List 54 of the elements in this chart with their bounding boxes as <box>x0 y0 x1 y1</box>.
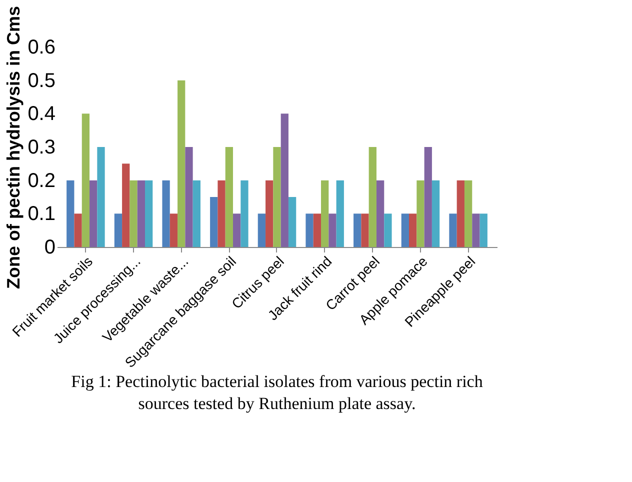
bar <box>114 214 122 247</box>
text: Fig 1: Pectinolytic bacterial isolates from various pectin rich sources tested by Ruthenium plate assay. <box>71 372 484 414</box>
bar <box>432 180 440 247</box>
bar <box>409 214 417 247</box>
bar <box>185 147 193 247</box>
bar <box>266 180 274 247</box>
bar <box>225 147 233 247</box>
bar <box>90 180 98 247</box>
bar <box>384 214 392 247</box>
bar <box>74 214 82 247</box>
bar <box>336 180 344 247</box>
bar <box>66 180 74 247</box>
bar <box>376 180 384 247</box>
bar <box>122 164 130 247</box>
bar <box>354 214 362 247</box>
bar <box>306 214 314 247</box>
bar <box>258 214 266 247</box>
bar <box>170 214 178 247</box>
bar <box>472 214 480 247</box>
bar <box>416 180 424 247</box>
y-tick-label: 0.2 <box>28 170 56 192</box>
bar <box>130 180 138 247</box>
bar <box>313 214 321 247</box>
bar <box>273 147 281 247</box>
y-tick-label: 0.6 <box>28 36 56 58</box>
bar <box>449 214 457 247</box>
bar <box>424 147 432 247</box>
bar <box>97 147 105 247</box>
bar <box>328 214 336 247</box>
bar <box>137 180 145 247</box>
y-tick-label: 0.4 <box>28 103 56 126</box>
bar <box>280 114 288 247</box>
bar <box>210 197 218 247</box>
bar <box>321 180 329 247</box>
bar <box>464 180 472 247</box>
bar <box>162 180 170 247</box>
bar <box>145 180 153 247</box>
y-tick-label: 0.3 <box>28 136 56 158</box>
bar <box>218 180 226 247</box>
bar <box>288 197 296 247</box>
y-axis-title: Zone of pectin hydrolysis in Cms <box>4 6 24 290</box>
bar <box>480 214 488 247</box>
bar <box>82 114 90 247</box>
bar <box>240 180 248 247</box>
bar <box>178 80 186 247</box>
bar <box>233 214 241 247</box>
y-tick-label: 0.5 <box>28 70 56 92</box>
bar <box>456 180 464 247</box>
bar <box>192 180 200 247</box>
bar <box>368 147 376 247</box>
bar <box>361 214 369 247</box>
bar <box>401 214 409 247</box>
y-tick-label: 0 <box>44 236 56 258</box>
y-tick-label: 0.1 <box>28 203 56 226</box>
